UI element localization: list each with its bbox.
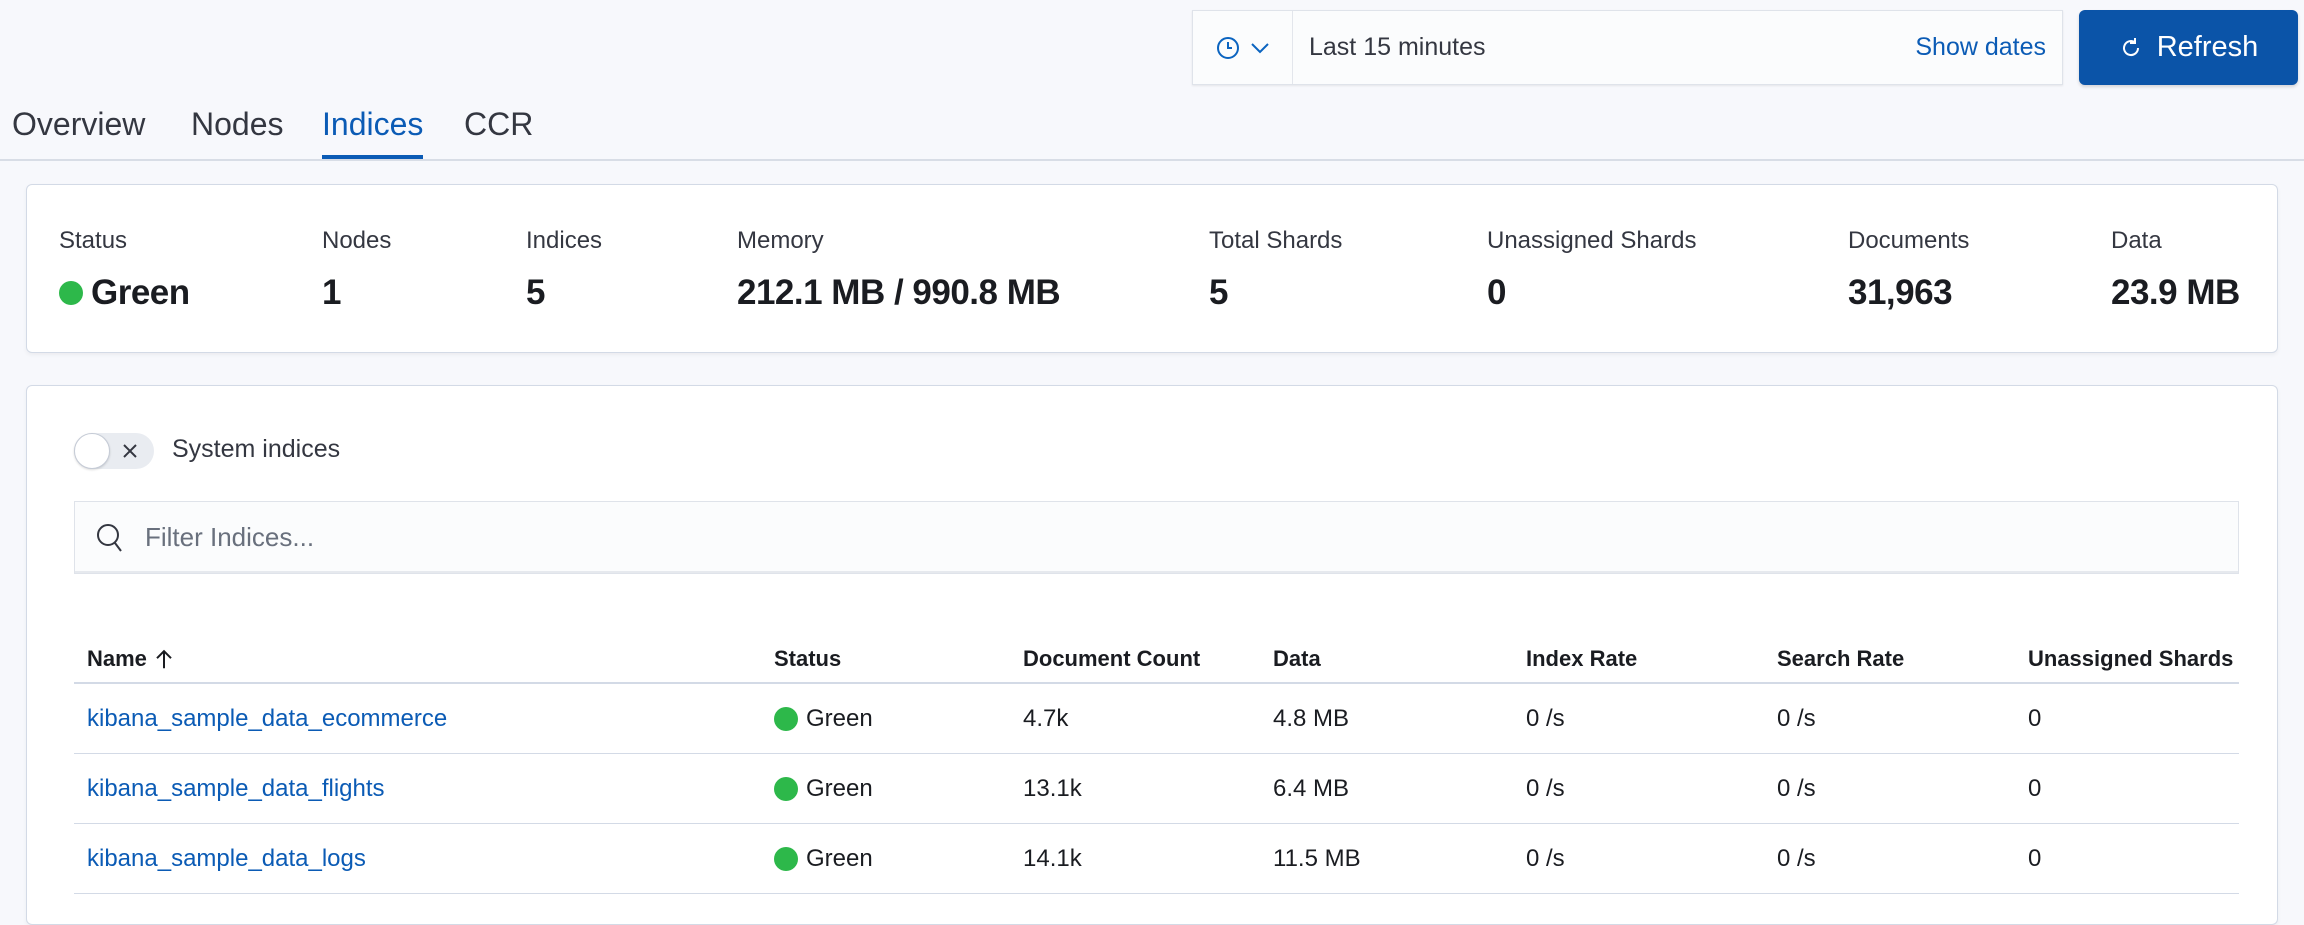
stat-value: Green — [91, 273, 190, 312]
stat-documents: Documents 31,963 — [1848, 227, 1969, 313]
stat-label: Documents — [1848, 227, 1970, 254]
column-header-document-count[interactable]: Document Count — [1023, 646, 1201, 672]
stat-label: Nodes — [322, 227, 392, 254]
status-text: Green — [806, 844, 873, 872]
index-name-link[interactable]: kibana_sample_data_logs — [87, 844, 366, 872]
column-header-search-rate[interactable]: Search Rate — [1777, 646, 1905, 672]
table-row: kibana_sample_data_logs Green 14.1k 11.5… — [74, 824, 2239, 894]
cross-icon — [123, 444, 137, 458]
column-header-unassigned-shards[interactable]: Unassigned Shards — [2028, 646, 2234, 672]
unassigned-shards: 0 — [2028, 704, 2042, 732]
index-rate: 0 /s — [1526, 844, 1565, 872]
index-status: Green — [774, 775, 873, 803]
search-rate: 0 /s — [1777, 774, 1816, 802]
system-indices-toggle[interactable] — [74, 433, 154, 469]
status-green-icon — [774, 776, 798, 801]
stat-label: Status — [59, 227, 128, 254]
unassigned-shards: 0 — [2028, 844, 2042, 872]
stat-label: Data — [2111, 227, 2162, 254]
unassigned-shards: 0 — [2028, 774, 2042, 802]
column-label: Name — [87, 646, 147, 672]
status-green-icon — [774, 706, 798, 731]
index-status: Green — [774, 845, 873, 873]
status-text: Green — [806, 704, 873, 732]
tab-bar: Overview Nodes Indices CCR — [0, 100, 2304, 161]
stat-value: 0 — [1487, 273, 1506, 312]
stat-value: 5 — [526, 273, 545, 312]
quick-select-button[interactable] — [1193, 11, 1293, 84]
filter-indices-input[interactable] — [145, 522, 2238, 553]
stat-unassigned-shards: Unassigned Shards 0 — [1487, 227, 1696, 313]
stat-memory: Memory 212.1 MB / 990.8 MB — [737, 227, 1061, 313]
stat-data: Data 23.9 MB — [2111, 227, 2240, 313]
stat-value: 31,963 — [1848, 273, 1953, 312]
indices-table: Name Status Document Count Data Index Ra… — [74, 626, 2239, 894]
stat-indices: Indices 5 — [526, 227, 602, 313]
column-header-data[interactable]: Data — [1273, 646, 1321, 672]
refresh-icon — [2122, 37, 2139, 56]
tab-overview[interactable]: Overview — [12, 106, 146, 142]
column-header-index-rate[interactable]: Index Rate — [1526, 646, 1638, 672]
document-count: 13.1k — [1023, 774, 1082, 802]
status-green-icon — [59, 281, 83, 305]
data-size: 11.5 MB — [1273, 844, 1361, 872]
document-count: 14.1k — [1023, 844, 1082, 872]
index-rate: 0 /s — [1526, 704, 1565, 732]
stat-label: Unassigned Shards — [1487, 227, 1697, 254]
clock-icon — [1216, 36, 1239, 59]
data-size: 4.8 MB — [1273, 704, 1350, 732]
index-status: Green — [774, 705, 873, 733]
sort-ascending-icon — [156, 649, 172, 669]
stat-label: Memory — [737, 227, 824, 254]
column-header-status[interactable]: Status — [774, 646, 842, 672]
data-size: 6.4 MB — [1273, 774, 1350, 802]
table-row: kibana_sample_data_flights Green 13.1k 6… — [74, 754, 2239, 824]
document-count: 4.7k — [1023, 704, 1069, 732]
table-header: Name Status Document Count Data Index Ra… — [74, 626, 2239, 684]
search-rate: 0 /s — [1777, 844, 1816, 872]
toggle-knob — [74, 433, 110, 469]
indices-panel: System indices Name Status Document Coun… — [26, 385, 2278, 925]
tab-ccr[interactable]: CCR — [464, 106, 534, 142]
date-picker: Last 15 minutes Show dates — [1192, 10, 2063, 85]
stat-value: 212.1 MB / 990.8 MB — [737, 273, 1061, 312]
stat-label: Indices — [526, 227, 603, 254]
search-icon — [97, 523, 122, 552]
column-header-name[interactable]: Name — [87, 646, 173, 672]
stat-value: 1 — [322, 273, 341, 312]
tab-nodes[interactable]: Nodes — [191, 106, 284, 142]
chevron-down-icon — [1250, 42, 1269, 53]
cluster-summary: Status Green Nodes 1 Indices 5 Memory 212.1 … — [26, 184, 2278, 353]
status-green-icon — [774, 846, 798, 871]
stat-status: Status Green — [59, 227, 190, 313]
stat-value: 5 — [1209, 273, 1228, 312]
stat-total-shards: Total Shards 5 — [1209, 227, 1342, 313]
refresh-button[interactable]: Refresh — [2079, 10, 2298, 85]
index-rate: 0 /s — [1526, 774, 1565, 802]
table-row: kibana_sample_data_ecommerce Green 4.7k … — [74, 684, 2239, 754]
show-dates-link[interactable]: Show dates — [1915, 33, 2046, 61]
stat-nodes: Nodes 1 — [322, 227, 391, 313]
filter-field — [74, 501, 2239, 574]
index-name-link[interactable]: kibana_sample_data_ecommerce — [87, 704, 448, 732]
time-range[interactable]: Last 15 minutes — [1309, 33, 1486, 61]
search-rate: 0 /s — [1777, 704, 1816, 732]
refresh-label: Refresh — [2156, 31, 2259, 63]
stat-value: 23.9 MB — [2111, 273, 2240, 312]
stat-label: Total Shards — [1209, 227, 1343, 254]
tab-indices[interactable]: Indices — [322, 106, 424, 159]
index-name-link[interactable]: kibana_sample_data_flights — [87, 774, 385, 802]
system-indices-label: System indices — [172, 435, 341, 463]
status-text: Green — [806, 774, 873, 802]
